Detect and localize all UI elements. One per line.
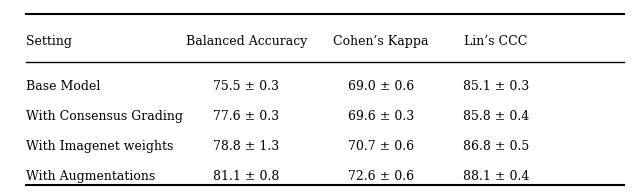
Text: With Consensus Grading: With Consensus Grading <box>26 110 182 123</box>
Text: 77.6 ± 0.3: 77.6 ± 0.3 <box>213 110 280 123</box>
Text: Setting: Setting <box>26 35 72 48</box>
Text: 69.0 ± 0.6: 69.0 ± 0.6 <box>348 80 414 93</box>
Text: 85.1 ± 0.3: 85.1 ± 0.3 <box>463 80 529 93</box>
Text: 86.8 ± 0.5: 86.8 ± 0.5 <box>463 140 529 153</box>
Text: Balanced Accuracy: Balanced Accuracy <box>186 35 307 48</box>
Text: With Augmentations: With Augmentations <box>26 170 155 183</box>
Text: 88.1 ± 0.4: 88.1 ± 0.4 <box>463 170 529 183</box>
Text: 70.7 ± 0.6: 70.7 ± 0.6 <box>348 140 414 153</box>
Text: 85.8 ± 0.4: 85.8 ± 0.4 <box>463 110 529 123</box>
Text: With Imagenet weights: With Imagenet weights <box>26 140 173 153</box>
Text: 81.1 ± 0.8: 81.1 ± 0.8 <box>213 170 280 183</box>
Text: Cohen’s Kappa: Cohen’s Kappa <box>333 35 429 48</box>
Text: 78.8 ± 1.3: 78.8 ± 1.3 <box>213 140 280 153</box>
Text: 75.5 ± 0.3: 75.5 ± 0.3 <box>213 80 280 93</box>
Text: 72.6 ± 0.6: 72.6 ± 0.6 <box>348 170 414 183</box>
Text: Lin’s CCC: Lin’s CCC <box>464 35 528 48</box>
Text: 69.6 ± 0.3: 69.6 ± 0.3 <box>348 110 414 123</box>
Text: Base Model: Base Model <box>26 80 100 93</box>
